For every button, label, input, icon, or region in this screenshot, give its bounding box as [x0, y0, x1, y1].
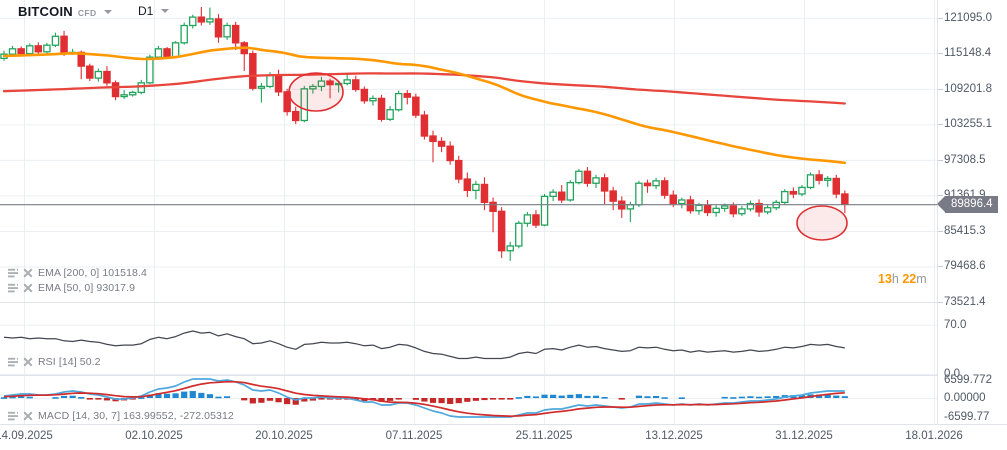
time-axis-label: 25.11.2025 — [515, 430, 573, 442]
chevron-down-icon[interactable] — [161, 9, 170, 13]
legend-rsi-text: RSI [14] 50.2 — [38, 355, 101, 368]
timeframe-selector[interactable]: D1 — [138, 4, 170, 18]
time-axis-label: 31.12.2025 — [775, 430, 833, 442]
symbol-kind: CFD — [77, 8, 97, 18]
axis-tick — [938, 124, 943, 126]
current-price-badge[interactable]: 89896.4 — [945, 195, 998, 213]
symbol-selector[interactable]: BITCOIN CFD — [18, 4, 112, 19]
legend-ema50-text: EMA [50, 0] 93017.9 — [38, 281, 136, 294]
macd-pane[interactable] — [0, 376, 937, 424]
price-axis-label: 103255.1 — [944, 118, 992, 131]
legend-item-macd[interactable]: MACD [14, 30, 7] 163.99552, -272.05312 — [8, 409, 234, 422]
time-axis-label: 20.10.2025 — [255, 430, 313, 442]
price-axis-label: 115148.4 — [944, 47, 992, 60]
pane-divider-price-rsi[interactable] — [0, 302, 1007, 303]
price-axis-label: 97308.5 — [944, 153, 986, 166]
rsi-chart-svg[interactable] — [0, 303, 937, 375]
macd-axis-label: -6599.77 — [944, 411, 990, 423]
macd-pane-legend: MACD [14, 30, 7] 163.99552, -272.05312 — [8, 409, 234, 422]
macd-axis-label: 6599.772 — [944, 374, 992, 386]
countdown-hours-unit: h — [891, 272, 899, 286]
pane-divider-rsi-macd[interactable] — [0, 375, 1007, 376]
rsi-axis-label: 70.0 — [944, 318, 967, 331]
legend-item-ema200[interactable]: EMA [200, 0] 101518.4 — [8, 266, 147, 279]
price-chart-svg[interactable] — [0, 0, 937, 302]
rsi-axis-label: 0.0 — [944, 368, 960, 380]
rsi-pane[interactable] — [0, 303, 937, 375]
chart-toolbar: BITCOIN CFD D1 — [0, 0, 1007, 26]
settings-icon[interactable] — [8, 267, 18, 278]
current-price-pointer — [937, 195, 945, 212]
axis-tick — [938, 88, 943, 90]
legend-macd-text: MACD [14, 30, 7] 163.99552, -272.05312 — [38, 409, 234, 422]
legend-ema200-text: EMA [200, 0] 101518.4 — [38, 266, 147, 279]
price-axis-label: 85415.3 — [944, 224, 986, 237]
legend-item-ema50[interactable]: EMA [50, 0] 93017.9 — [8, 281, 147, 294]
axis-tick — [938, 302, 943, 303]
axis-tick — [938, 230, 943, 232]
settings-icon[interactable] — [8, 282, 18, 293]
axis-tick — [938, 17, 943, 19]
price-axis-label: 79468.6 — [944, 260, 986, 273]
chevron-down-icon[interactable] — [103, 10, 112, 14]
price-pane[interactable] — [0, 0, 937, 302]
time-axis-label: 18.01.2026 — [905, 430, 963, 442]
close-icon[interactable] — [23, 268, 33, 278]
countdown-minutes-unit: m — [916, 272, 927, 286]
countdown-minutes: 22 — [902, 272, 917, 286]
close-icon[interactable] — [23, 283, 33, 293]
macd-axis-label: 0.00000 — [944, 392, 986, 404]
legend-item-rsi[interactable]: RSI [14] 50.2 — [8, 355, 101, 368]
settings-icon[interactable] — [8, 410, 18, 421]
settings-icon[interactable] — [8, 356, 18, 367]
price-axis-label: 121095.0 — [944, 11, 992, 24]
close-icon[interactable] — [23, 411, 33, 421]
time-axis-label: 07.11.2025 — [385, 430, 443, 442]
price-axis-label: 73521.4 — [944, 296, 986, 308]
price-pane-legend: EMA [200, 0] 101518.4 EMA [50, 0] 93017.… — [8, 266, 147, 294]
close-icon[interactable] — [23, 357, 33, 367]
time-axis[interactable]: 14.09.2025 02.10.2025 20.10.2025 07.11.2025… — [0, 424, 1007, 450]
time-axis-label: 02.10.2025 — [125, 430, 183, 442]
bar-countdown-timer: 13h 22m — [878, 272, 927, 286]
time-axis-label: 13.12.2025 — [645, 430, 703, 442]
rsi-pane-legend: RSI [14] 50.2 — [8, 355, 101, 368]
countdown-hours: 13 — [878, 272, 892, 286]
symbol-name: BITCOIN — [18, 4, 73, 19]
timeframe-label: D1 — [138, 4, 154, 18]
axis-tick — [938, 266, 943, 268]
macd-chart-svg[interactable] — [0, 376, 937, 424]
price-axis-label: 109201.8 — [944, 82, 992, 95]
axis-tick — [938, 53, 943, 55]
time-axis-label: 14.09.2025 — [0, 430, 53, 442]
axis-tick — [938, 159, 943, 161]
